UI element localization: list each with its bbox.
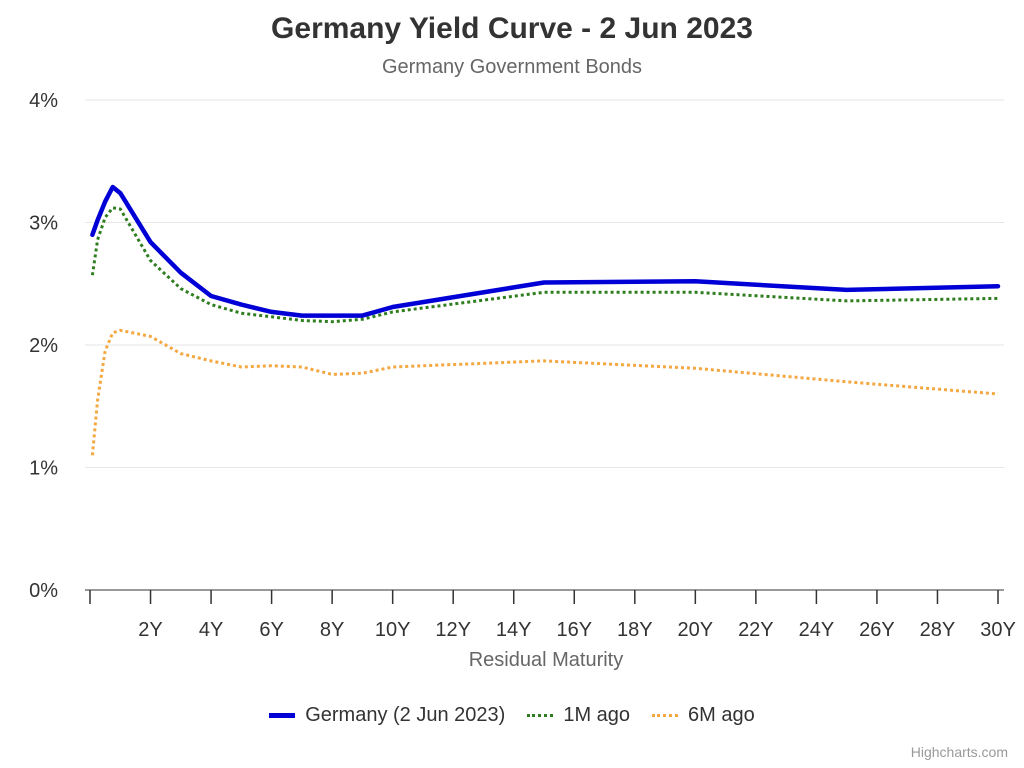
series-layer	[90, 184, 1001, 456]
series-line-6m-ago[interactable]	[90, 328, 999, 456]
x-tick-label: 4Y	[199, 619, 223, 641]
series-line-1m-ago[interactable]	[90, 206, 999, 324]
legend-swatch-germany	[269, 713, 296, 718]
legend-item-germany[interactable]: Germany (2 Jun 2023)	[269, 704, 505, 727]
legend-label-6m-ago: 6M ago	[688, 704, 755, 726]
axis-layer: 0% 1% 2% 3% 4% 2Y 4Y 6Y 8Y 10Y 12Y 14Y 16Y 18Y 20Y 22Y 2…	[29, 90, 1016, 641]
x-tick-label: 6Y	[259, 619, 283, 641]
x-tick-label: 16Y	[556, 619, 592, 641]
x-tick-label: 8Y	[320, 619, 344, 641]
x-axis-title: Residual Maturity	[469, 649, 624, 671]
chart-legend: Germany (2 Jun 2023) 1M ago 6M ago	[0, 704, 1024, 727]
chart-subtitle: Germany Government Bonds	[381, 56, 643, 78]
y-tick-label: 3%	[29, 213, 58, 235]
y-tick-label: 2%	[29, 335, 58, 357]
x-tick-label: 14Y	[496, 619, 532, 641]
x-tick-label: 26Y	[859, 619, 895, 641]
legend-swatch-1m-ago	[527, 714, 554, 717]
x-tick-label: 22Y	[738, 619, 774, 641]
x-tick-label: 12Y	[435, 619, 471, 641]
highcharts-credit[interactable]: Highcharts.com	[910, 744, 1008, 760]
legend-label-1m-ago: 1M ago	[563, 704, 631, 726]
x-tick-label: 30Y	[980, 619, 1016, 641]
x-tick-label: 20Y	[678, 619, 714, 641]
legend-swatch-6m-ago	[652, 714, 679, 717]
x-tick-label: 18Y	[617, 619, 653, 641]
legend-label-germany: Germany (2 Jun 2023)	[305, 704, 506, 726]
y-tick-label: 4%	[29, 90, 58, 112]
y-tick-label: 1%	[29, 458, 58, 480]
grid-layer	[85, 99, 1004, 468]
x-tick-label: 10Y	[375, 619, 411, 641]
x-tick-label: 2Y	[138, 619, 162, 641]
yield-curve-chart: 0% 1% 2% 3% 4% 2Y 4Y 6Y 8Y 10Y 12Y 14Y 16Y 18Y 20Y 22Y 2…	[29, 90, 1016, 671]
x-tick-label: 28Y	[920, 619, 956, 641]
legend-item-1m-ago[interactable]: 1M ago	[527, 704, 630, 727]
series-line-germany-2-jun-2023[interactable]	[90, 184, 1001, 318]
legend-item-6m-ago[interactable]: 6M ago	[652, 704, 755, 727]
y-tick-label: 0%	[29, 580, 58, 602]
x-tick-label: 24Y	[799, 619, 835, 641]
chart-title: Germany Yield Curve - 2 Jun 2023	[271, 12, 753, 45]
